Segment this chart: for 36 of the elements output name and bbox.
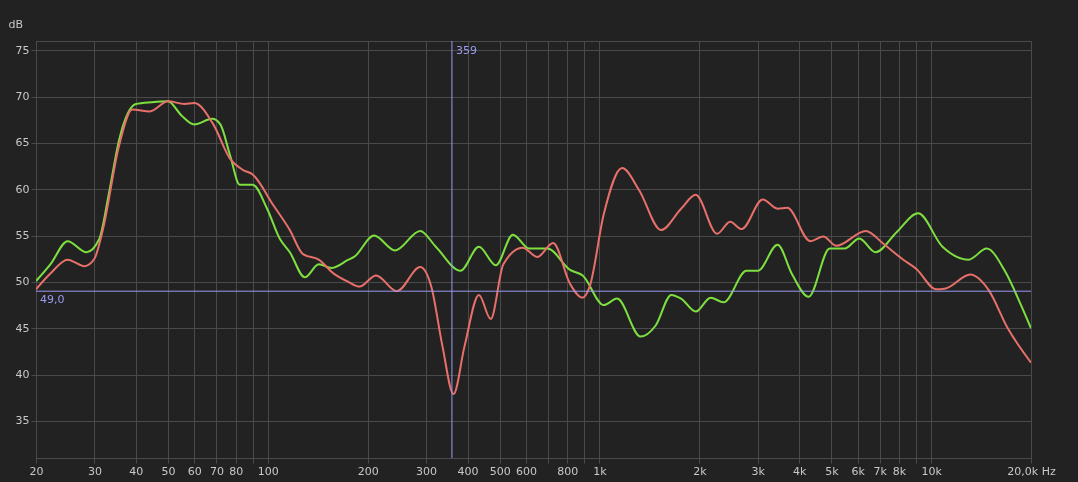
x-tick-label: 20,0k Hz [1007,464,1056,478]
y-tick-label: 65 [15,136,30,150]
y-tick-label: 55 [15,229,30,243]
x-tick-label: 60 [187,464,202,478]
x-tick-label: 40 [129,464,144,478]
x-tick-label: 20 [29,464,44,478]
x-tick-label: 8k [892,464,907,478]
y-tick-label: 45 [15,321,30,335]
x-tick-label: 2k [693,464,708,478]
x-tick-label: 300 [416,464,438,478]
ref-line-label: 359 [455,44,477,57]
y-axis-title: dB [8,17,24,31]
x-tick-label: 3k [751,464,766,478]
y-tick-label: 75 [15,43,30,57]
x-tick-label: 10k [921,464,943,478]
y-tick-label: 70 [15,90,30,104]
y-tick-label: 40 [15,368,30,382]
x-tick-label: 70 [209,464,224,478]
x-tick-label: 4k [792,464,807,478]
x-tick-label: 100 [257,464,279,478]
x-tick-label: 600 [515,464,537,478]
y-tick-label: 60 [15,182,30,196]
x-tick-label: 800 [557,464,579,478]
x-tick-label: 30 [87,464,102,478]
x-tick-label: 80 [229,464,244,478]
x-tick-label: 200 [357,464,379,478]
x-tick-label: 5k [825,464,840,478]
ref-line-label: 49,0 [40,293,65,307]
x-tick-label: 400 [457,464,479,478]
y-tick-label: 35 [15,414,30,428]
x-tick-label: 6k [851,464,866,478]
x-tick-label: 1k [593,464,608,478]
x-tick-label: 500 [489,464,511,478]
x-tick-label: 50 [161,464,176,478]
y-tick-label: 50 [15,275,30,289]
x-tick-label: 7k [873,464,888,478]
